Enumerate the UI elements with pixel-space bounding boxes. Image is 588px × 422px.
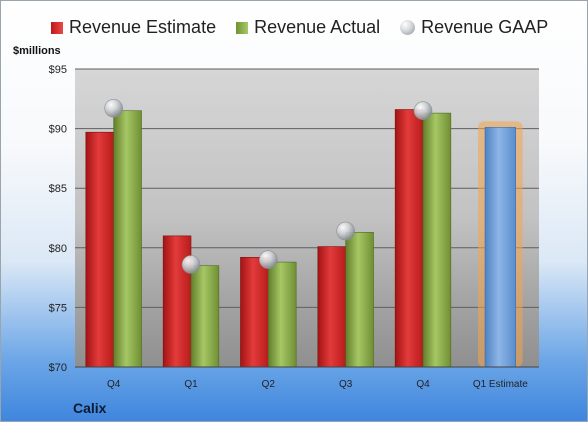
- y-tick-label: $75: [49, 302, 67, 314]
- actual-bar: [268, 261, 297, 368]
- actual-bar: [345, 232, 374, 368]
- actual-bar: [190, 265, 220, 368]
- actual-bar: [422, 112, 452, 368]
- legend-item-gaap: Revenue GAAP: [400, 17, 548, 38]
- y-axis-unit-label: $millions: [13, 45, 61, 57]
- legend-label-gaap: Revenue GAAP: [421, 17, 549, 37]
- gaap-marker: [259, 250, 278, 270]
- estimate-bar: [85, 131, 114, 368]
- y-tick-label: $90: [49, 124, 67, 136]
- y-tick-label: $95: [49, 64, 67, 76]
- estimate-bar: [394, 109, 424, 368]
- legend-swatch-gaap: [400, 20, 416, 35]
- forecast-bar: [484, 127, 516, 368]
- y-tick-label: $85: [49, 183, 67, 195]
- x-tick-label: Q4: [416, 379, 430, 390]
- legend-swatch-estimate: [51, 21, 63, 34]
- x-tick-label: Q4: [107, 379, 121, 390]
- gaap-marker: [413, 101, 433, 121]
- x-tick-label: Q1: [184, 379, 198, 390]
- company-name: Calix: [73, 400, 107, 416]
- x-tick-label: Q1 Estimate: [473, 379, 528, 390]
- y-tick-label: $70: [49, 362, 67, 374]
- x-tick-label: Q2: [262, 379, 276, 390]
- gaap-marker: [104, 99, 123, 118]
- legend-swatch-actual: [236, 21, 249, 34]
- chart-legend: Revenue Estimate Revenue Actual Revenue …: [51, 17, 548, 38]
- estimate-bar: [162, 235, 192, 368]
- gaap-marker: [336, 221, 355, 241]
- legend-label-actual: Revenue Actual: [254, 17, 381, 37]
- legend-label-estimate: Revenue Estimate: [69, 17, 217, 37]
- legend-item-actual: Revenue Actual: [236, 17, 380, 38]
- estimate-bar: [317, 246, 346, 368]
- x-tick-label: Q3: [339, 379, 353, 390]
- gaap-marker: [181, 255, 201, 274]
- legend-item-estimate: Revenue Estimate: [51, 17, 216, 38]
- estimate-bar: [240, 257, 269, 368]
- actual-bar: [113, 110, 142, 368]
- y-tick-label: $80: [49, 243, 67, 255]
- plot-area: [75, 69, 539, 367]
